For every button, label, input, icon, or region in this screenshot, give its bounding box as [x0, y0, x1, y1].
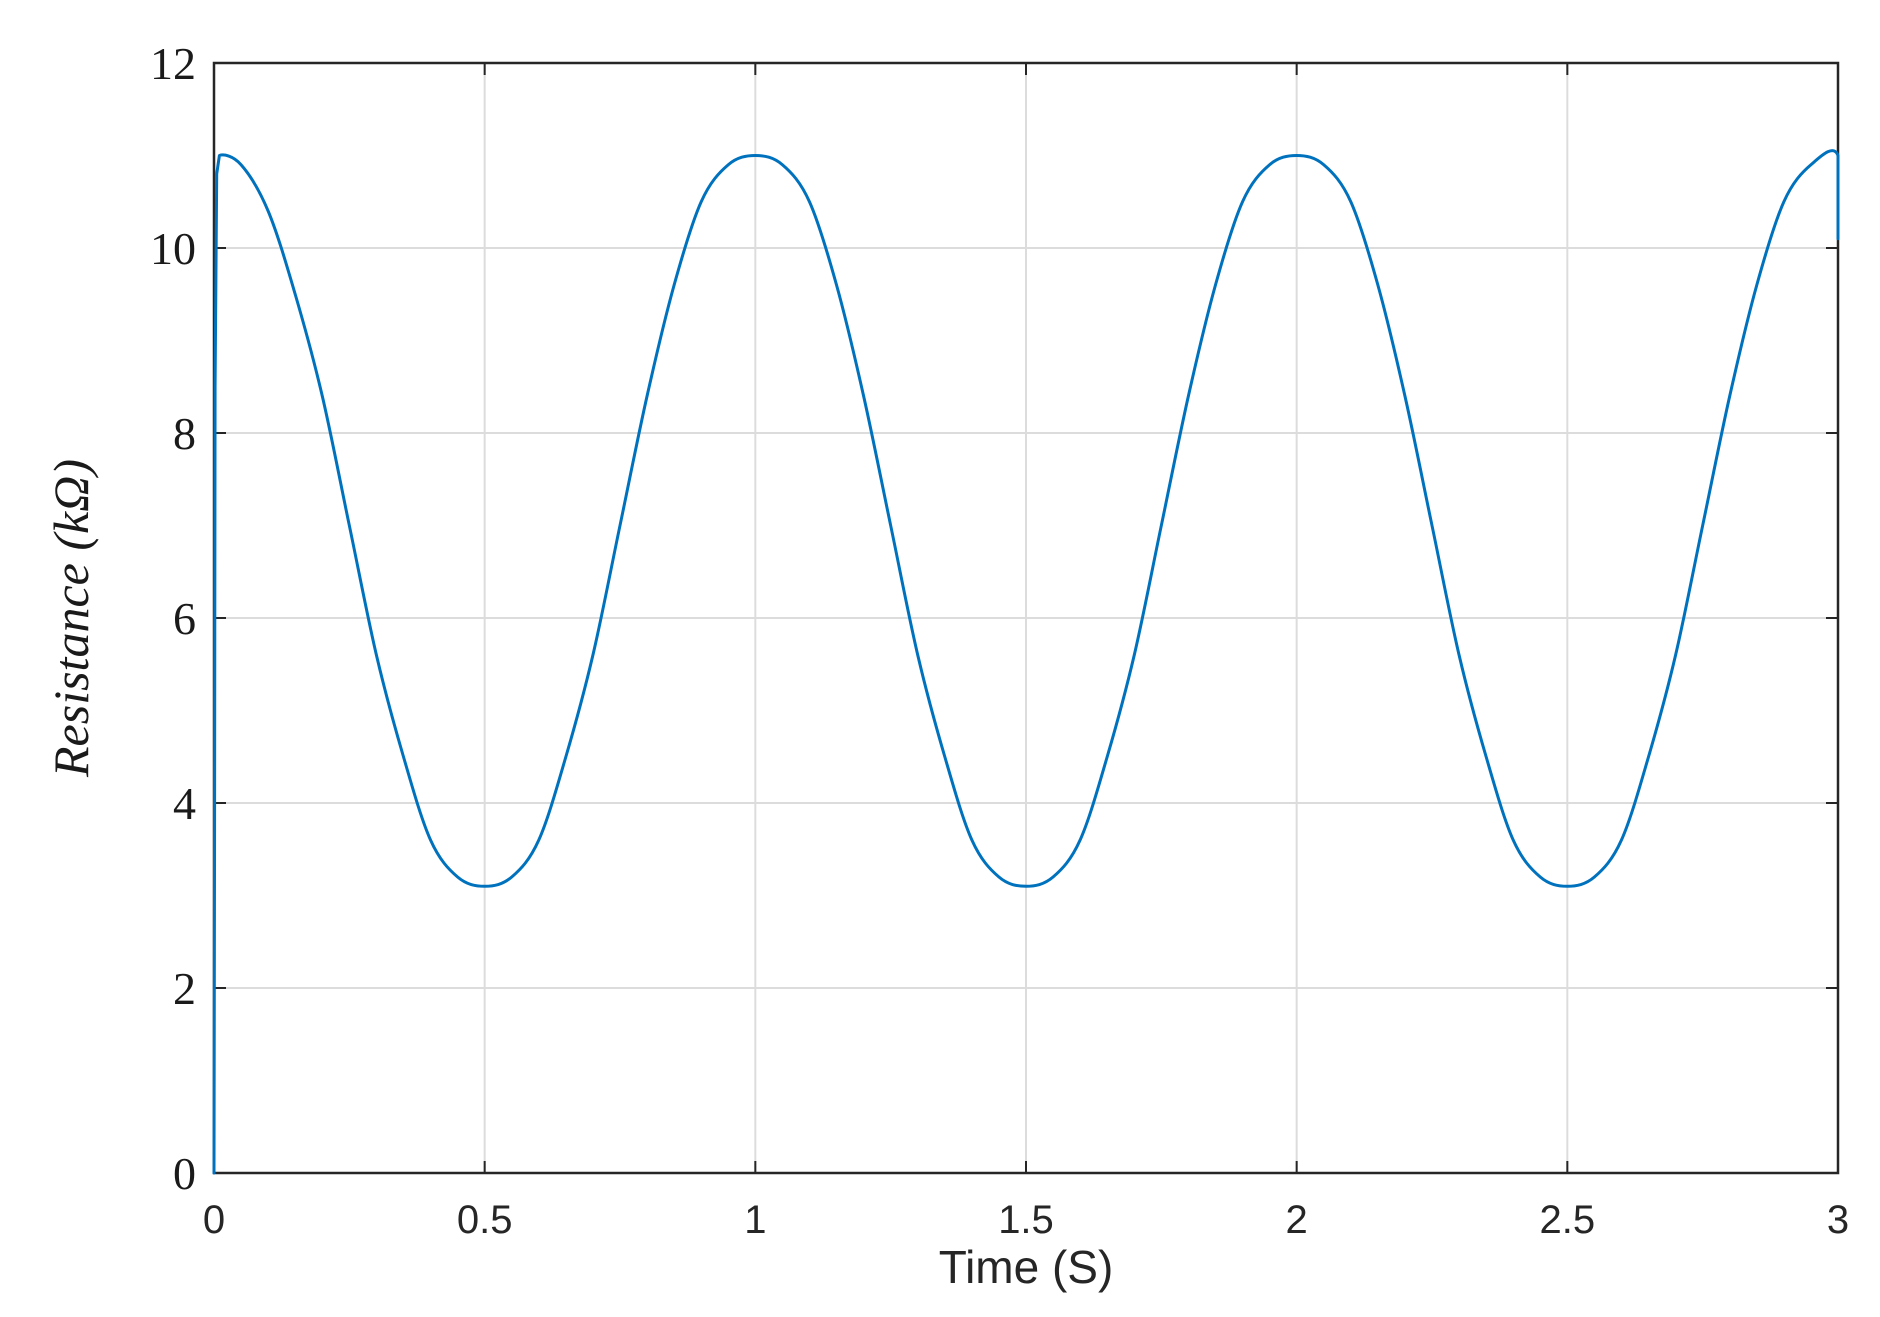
- x-tick-label: 0.5: [457, 1198, 513, 1242]
- x-tick-label: 3: [1827, 1198, 1849, 1242]
- y-tick-label: 12: [150, 38, 196, 89]
- y-tick-label: 6: [173, 593, 196, 644]
- grid-lines: [213, 62, 1839, 1174]
- resistance-series-line: [212, 149, 1840, 1175]
- y-tick-label: 2: [173, 963, 196, 1014]
- y-tick-label: 4: [173, 778, 196, 829]
- x-axis-title: Time (S): [939, 1241, 1114, 1293]
- x-tick-label: 2.5: [1540, 1198, 1596, 1242]
- axis-ticks: [213, 62, 1839, 1174]
- y-tick-label: 10: [150, 223, 196, 274]
- y-axis-title: Resistance (kΩ): [43, 459, 99, 778]
- x-tick-labels: 0 0.5 1 1.5 2 2.5 3: [203, 1198, 1849, 1242]
- x-tick-label: 1: [744, 1198, 766, 1242]
- x-tick-label: 0: [203, 1198, 225, 1242]
- y-tick-label: 0: [173, 1148, 196, 1199]
- x-tick-label: 2: [1286, 1198, 1308, 1242]
- x-tick-label: 1.5: [998, 1198, 1054, 1242]
- y-tick-label: 8: [173, 408, 196, 459]
- y-tick-labels: 0 2 4 6 8 10 12: [150, 38, 196, 1199]
